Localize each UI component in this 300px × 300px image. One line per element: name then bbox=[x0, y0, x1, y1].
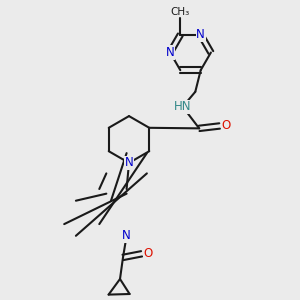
Text: HN: HN bbox=[174, 100, 191, 113]
Text: N: N bbox=[122, 229, 131, 242]
Text: N: N bbox=[166, 46, 175, 59]
Text: O: O bbox=[222, 119, 231, 133]
Text: N: N bbox=[124, 156, 134, 170]
Text: CH₃: CH₃ bbox=[171, 7, 190, 17]
Text: O: O bbox=[144, 247, 153, 260]
Text: N: N bbox=[196, 28, 205, 41]
